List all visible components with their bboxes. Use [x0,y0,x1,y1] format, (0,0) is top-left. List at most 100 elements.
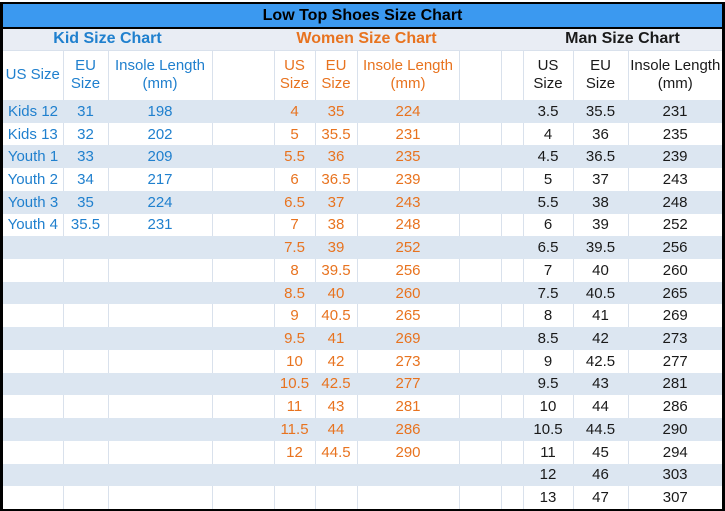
empty-cell [212,418,274,441]
table-cell: 6 [274,168,316,191]
table-cell: 248 [357,213,460,237]
table-row: 11 43 281 10 44 286 [3,395,723,419]
table-cell [3,395,64,419]
table-cell: 209 [108,145,212,169]
table-cell: 36 [573,122,629,146]
table-cell: 260 [628,259,723,282]
table-cell: 273 [357,349,460,373]
empty-cell [212,304,275,328]
empty-cell [459,100,501,123]
table-cell: 224 [357,100,459,123]
table-row: 8 39.5 256 7 40 260 [3,259,723,282]
table-cell: 9 [523,349,574,373]
empty-cell [212,281,274,305]
table-cell [3,418,63,441]
table-cell: 277 [628,349,723,373]
empty-cell [459,213,502,237]
empty-cell [501,304,524,328]
section-title-women: Women Size Chart [274,28,459,51]
table-cell [108,259,213,282]
table-cell: 42 [573,327,628,350]
table-row: 11.5 44 286 10.5 44.5 290 [3,418,723,441]
table-cell: 256 [628,236,723,260]
size-rows: Kids 12 31 198 4 35 224 3.5 35.5 231 Kids 13 32 202… [3,100,723,509]
table-cell: 239 [628,145,723,169]
table-cell: 307 [628,486,723,509]
table-cell: 44.5 [315,440,358,464]
table-cell: 265 [357,304,460,328]
table-cell: 10 [274,349,316,373]
empty-cell [501,145,523,169]
table-cell: 37 [573,168,629,191]
empty-cell [459,28,523,51]
table-cell: 45 [573,440,629,464]
table-cell: 42 [315,349,358,373]
table-cell [108,349,213,373]
empty-cell [501,349,524,373]
empty-cell [212,145,274,169]
empty-cell [212,395,275,419]
table-cell: 8 [523,304,574,328]
table-cell: 36.5 [315,168,358,191]
table-cell: 252 [357,236,459,260]
empty-cell [212,259,275,282]
table-cell: 40.5 [315,304,358,328]
empty-cell [501,236,523,260]
table-cell: 38 [573,190,628,214]
empty-cell [501,372,523,396]
table-cell: 5.5 [274,145,315,169]
table-row: 8.5 40 260 7.5 40.5 265 [3,281,723,305]
section-header-row: Kid Size Chart Women Size Chart Man Size… [3,28,723,51]
table-cell: 7.5 [523,281,573,305]
table-cell [315,463,357,487]
empty-cell [501,213,524,237]
table-cell: 10.5 [274,372,315,396]
table-cell: 5.5 [523,190,573,214]
table-row: Youth 4 35.5 231 7 38 248 6 39 252 [3,213,723,237]
table-cell: 11 [523,440,574,464]
table-cell: 11.5 [274,418,315,441]
table-cell [108,463,212,487]
table-row: Youth 1 33 209 5.5 36 235 4.5 36.5 239 [3,145,723,169]
table-cell [3,372,63,396]
empty-cell [501,395,524,419]
table-cell: Youth 3 [3,190,63,214]
table-cell: 10.5 [523,418,573,441]
table-cell [3,349,64,373]
empty-cell [212,327,274,350]
table-cell: Youth 1 [3,145,63,169]
column-header-man-eu: EU Size [573,50,629,100]
empty-cell [459,440,502,464]
table-row: Kids 12 31 198 4 35 224 3.5 35.5 231 [3,100,723,123]
table-cell [63,418,108,441]
empty-cell [212,349,275,373]
empty-cell [459,190,501,214]
table-cell: 8 [274,259,316,282]
empty-cell [459,372,501,396]
table-cell: 277 [357,372,459,396]
table-cell: 47 [573,486,629,509]
empty-cell [459,145,501,169]
table-cell: 260 [357,281,459,305]
column-header-kid-eu: EU Size [63,50,109,100]
table-cell: 11 [274,395,316,419]
empty-cell [459,463,501,487]
column-header-kid-insole: Insole Length (mm) [108,50,213,100]
table-cell: 198 [108,100,212,123]
empty-cell [212,50,275,100]
table-cell [63,281,108,305]
table-cell: 5 [523,168,574,191]
table-cell [3,259,64,282]
empty-cell [212,440,275,464]
table-cell: 265 [628,281,723,305]
empty-cell [501,50,524,100]
table-cell: 40 [573,259,629,282]
empty-cell [459,50,502,100]
table-cell: 281 [628,372,723,396]
empty-cell [501,168,524,191]
column-header-man-us: US Size [523,50,574,100]
empty-cell [212,168,275,191]
table-cell: 37 [315,190,357,214]
table-cell: 243 [628,168,723,191]
